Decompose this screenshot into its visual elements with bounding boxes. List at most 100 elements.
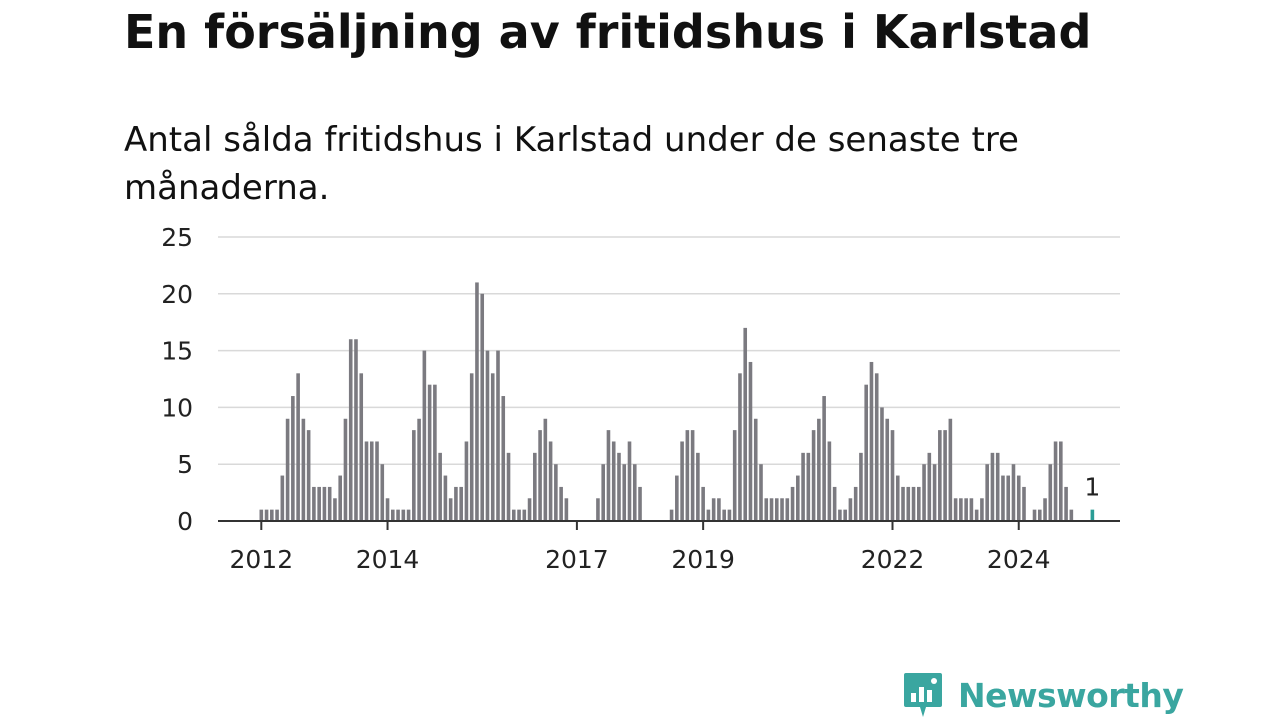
bar bbox=[969, 498, 974, 521]
bar bbox=[890, 430, 895, 521]
bar bbox=[564, 498, 569, 521]
bar bbox=[511, 509, 516, 521]
bar bbox=[790, 486, 795, 521]
bar bbox=[774, 498, 779, 521]
bar bbox=[990, 452, 995, 521]
bar bbox=[938, 430, 942, 521]
bar bbox=[422, 350, 427, 521]
bar bbox=[785, 498, 790, 521]
bar bbox=[1001, 475, 1005, 521]
bar bbox=[343, 418, 348, 521]
bar bbox=[796, 475, 800, 521]
bar bbox=[874, 373, 879, 521]
bar bbox=[301, 418, 306, 521]
bar bbox=[317, 486, 321, 521]
bar-latest bbox=[1090, 509, 1095, 521]
bar bbox=[906, 486, 911, 521]
bar bbox=[738, 373, 742, 521]
bar bbox=[627, 441, 632, 521]
bar bbox=[959, 498, 963, 521]
bar bbox=[364, 441, 369, 521]
bar bbox=[953, 498, 958, 521]
bar bbox=[427, 384, 432, 521]
bar bbox=[259, 509, 264, 521]
bar bbox=[270, 509, 274, 521]
bar bbox=[732, 430, 737, 521]
bar bbox=[806, 452, 811, 521]
bar bbox=[606, 430, 611, 521]
bar bbox=[401, 509, 406, 521]
newsworthy-logo: Newsworthy bbox=[902, 670, 1184, 720]
bar bbox=[475, 282, 479, 521]
bar bbox=[901, 486, 905, 521]
bar bbox=[743, 327, 748, 521]
bar bbox=[811, 430, 816, 521]
bar bbox=[696, 452, 700, 521]
bar bbox=[848, 498, 853, 521]
newsworthy-logo-icon bbox=[904, 673, 942, 717]
bar bbox=[717, 498, 721, 521]
bar bbox=[459, 486, 463, 521]
bar bbox=[727, 509, 732, 521]
bar bbox=[490, 373, 495, 521]
bar bbox=[675, 475, 679, 521]
bar bbox=[538, 430, 542, 521]
bar bbox=[380, 464, 385, 521]
bar bbox=[1006, 475, 1011, 521]
bar bbox=[780, 498, 784, 521]
y-tick-label: 10 bbox=[161, 393, 193, 422]
y-tick-label: 0 bbox=[177, 507, 193, 536]
bar bbox=[348, 339, 353, 521]
bar bbox=[354, 339, 358, 521]
bar bbox=[895, 475, 900, 521]
y-tick-label: 5 bbox=[177, 450, 193, 479]
bar bbox=[859, 452, 863, 521]
bar bbox=[333, 498, 337, 521]
bar bbox=[974, 509, 979, 521]
bar bbox=[685, 430, 690, 521]
bar bbox=[559, 486, 563, 521]
bar bbox=[454, 486, 458, 521]
latest-value-label: 1 bbox=[1084, 473, 1100, 502]
bar bbox=[412, 430, 416, 521]
bar bbox=[359, 373, 364, 521]
bar bbox=[601, 464, 605, 521]
bar bbox=[711, 498, 716, 521]
bar bbox=[1032, 509, 1037, 521]
bar bbox=[922, 464, 926, 521]
bar bbox=[617, 452, 621, 521]
bar bbox=[448, 498, 453, 521]
bar bbox=[932, 464, 937, 521]
bar bbox=[517, 509, 521, 521]
bar bbox=[1064, 486, 1068, 521]
bar bbox=[753, 418, 758, 521]
bar bbox=[543, 418, 548, 521]
bar bbox=[522, 509, 527, 521]
bar bbox=[306, 430, 311, 521]
bar bbox=[853, 486, 858, 521]
x-tick-label: 2014 bbox=[356, 545, 420, 574]
bar bbox=[917, 486, 921, 521]
bar bbox=[801, 452, 805, 521]
bar bbox=[548, 441, 553, 521]
chart-subtitle: Antal sålda fritidshus i Karlstad under … bbox=[124, 120, 1019, 208]
bar bbox=[327, 486, 332, 521]
bar bbox=[264, 509, 269, 521]
bar bbox=[638, 486, 642, 521]
bar bbox=[469, 373, 474, 521]
x-tick-label: 2012 bbox=[229, 545, 293, 574]
bar bbox=[322, 486, 327, 521]
bar bbox=[1043, 498, 1047, 521]
y-tick-label: 25 bbox=[161, 223, 193, 252]
bar bbox=[1016, 475, 1021, 521]
bar bbox=[485, 350, 490, 521]
bar bbox=[838, 509, 842, 521]
bar bbox=[1059, 441, 1063, 521]
bar bbox=[480, 293, 485, 521]
bar bbox=[496, 350, 500, 521]
bar bbox=[943, 430, 947, 521]
bar bbox=[822, 396, 826, 521]
x-tick-label: 2024 bbox=[987, 545, 1051, 574]
bar bbox=[1069, 509, 1074, 521]
bar bbox=[280, 475, 285, 521]
